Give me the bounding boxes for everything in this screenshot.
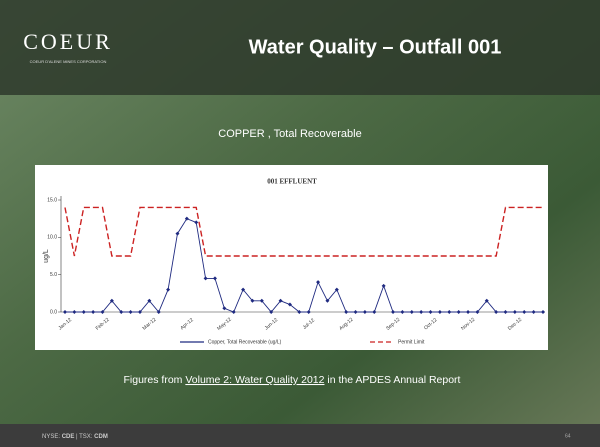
y-tick-label: 10.0	[47, 235, 57, 241]
footer-part: CDM	[94, 434, 108, 440]
y-tick-label: 0.0	[50, 309, 57, 315]
footer-text: NYSE: CDE | TSX: CDM	[42, 434, 108, 440]
source-note: Figures from Volume 2: Water Quality 201…	[124, 374, 461, 386]
slide-title: Water Quality – Outfall 001	[249, 36, 502, 58]
footer-part: NYSE:	[42, 434, 62, 440]
y-tick-label: 15.0	[47, 197, 57, 203]
source-link: Volume 2: Water Quality 2012	[185, 374, 324, 386]
y-axis-label: ug/L	[43, 249, 50, 263]
caption: COPPER , Total Recoverable	[218, 128, 361, 140]
page-number: 64	[565, 433, 571, 439]
source-text: Figures from	[124, 374, 186, 386]
footer-part: CDE	[62, 434, 75, 440]
logo: COEUR	[23, 29, 113, 54]
legend-label: Copper, Total Recoverable (ug/L)	[208, 339, 282, 345]
logo-subtitle: COEUR D'ALENE MINES CORPORATION	[30, 59, 107, 64]
slide: COEUR COEUR D'ALENE MINES CORPORATION Wa…	[0, 0, 600, 447]
legend-label: Permit Limit	[398, 339, 425, 345]
y-tick-label: 5.0	[50, 272, 57, 278]
footer-part: | TSX:	[74, 434, 94, 440]
source-text: in the APDES Annual Report	[324, 374, 460, 386]
chart-title: 001 EFFLUENT	[267, 178, 317, 186]
